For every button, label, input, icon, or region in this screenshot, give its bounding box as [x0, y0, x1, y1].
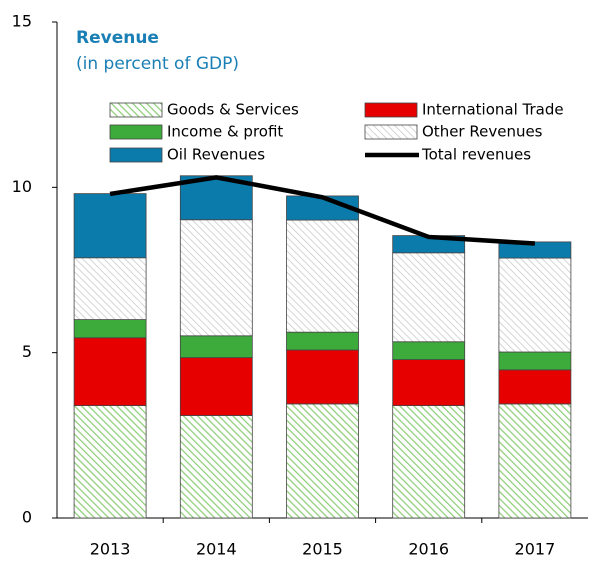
- legend-label: Other Revenues: [422, 123, 543, 141]
- x-tick-label: 2013: [90, 540, 131, 559]
- legend-label: Goods & Services: [167, 101, 299, 119]
- legend-swatch: [364, 124, 418, 140]
- x-tick-label: 2015: [302, 540, 343, 559]
- y-tick-label: 0: [22, 508, 32, 527]
- bar-segment: [179, 335, 253, 359]
- x-tick-label: 2016: [408, 540, 449, 559]
- chart-title: Revenue: [76, 28, 159, 48]
- bar-segment: [498, 241, 572, 259]
- bar-segment: [498, 257, 572, 353]
- bar-segment: [73, 405, 147, 519]
- bar-segment: [73, 257, 147, 320]
- legend-swatch: [109, 102, 163, 118]
- legend-label: International Trade: [422, 101, 564, 119]
- bar-segment: [498, 351, 572, 371]
- bar-segment: [392, 252, 466, 343]
- bar-segment: [179, 357, 253, 416]
- legend-swatch: [364, 102, 418, 118]
- legend-label: Oil Revenues: [167, 146, 265, 164]
- legend-label: Total revenues: [421, 146, 531, 164]
- bar-segment: [179, 219, 253, 337]
- x-tick-label: 2014: [196, 540, 237, 559]
- bar-segment: [498, 403, 572, 519]
- bar-segment: [286, 349, 359, 405]
- bar-segment: [286, 331, 359, 351]
- bar-segment: [392, 405, 466, 519]
- bar-segment: [286, 403, 359, 519]
- bar-segment: [73, 319, 147, 339]
- bar-segment: [498, 369, 572, 405]
- bar-segment: [73, 193, 147, 259]
- legend-label: Income & profit: [167, 123, 283, 141]
- y-tick-label: 5: [22, 342, 32, 361]
- bar-segment: [179, 415, 253, 519]
- bar-segment: [392, 359, 466, 406]
- chart-subtitle: (in percent of GDP): [76, 54, 239, 74]
- x-tick-label: 2017: [515, 540, 556, 559]
- bar-segment: [392, 341, 466, 361]
- total-line: [109, 175, 536, 246]
- y-tick-label: 10: [12, 177, 32, 196]
- legend-swatch: [109, 124, 163, 140]
- bar-segment: [286, 219, 359, 333]
- y-tick-label: 15: [12, 12, 32, 31]
- legend-swatch: [109, 147, 163, 163]
- bar-segment: [73, 337, 147, 406]
